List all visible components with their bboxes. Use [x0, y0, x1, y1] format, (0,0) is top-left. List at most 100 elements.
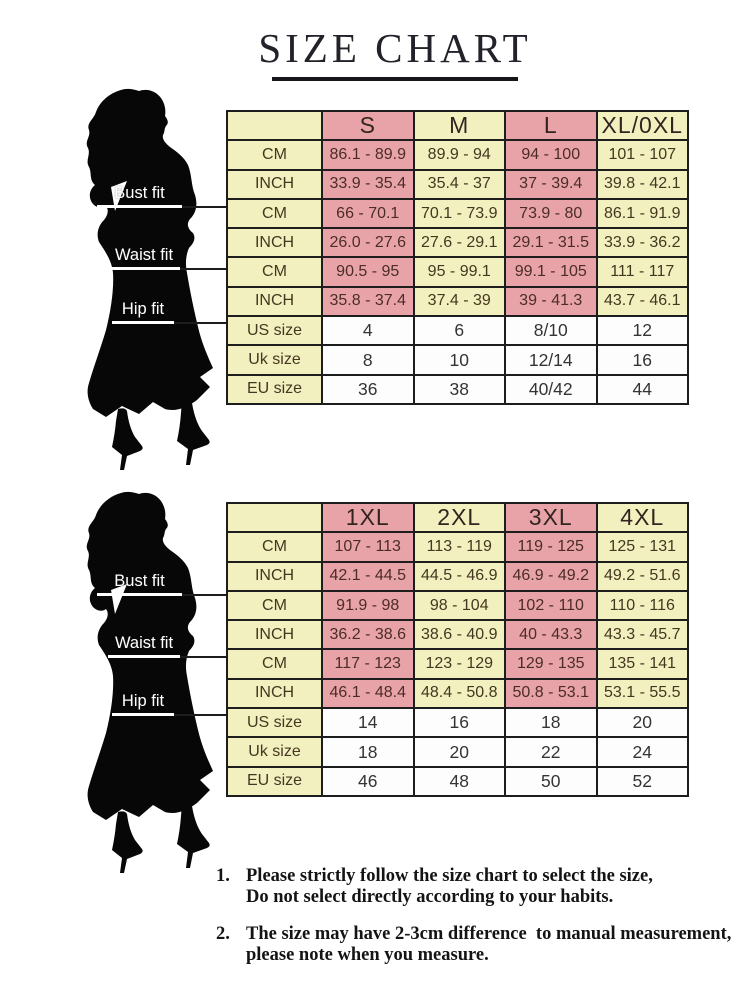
measurement-cell: 53.1 - 55.5 — [595, 677, 689, 710]
size-cell: 18 — [504, 707, 598, 739]
table-row: EU size 36 38 40/42 44 — [226, 373, 689, 405]
size-header-L: L — [504, 109, 598, 142]
measurement-cell: 99.1 - 105 — [504, 256, 598, 288]
size-header-1XL: 1XL — [321, 501, 415, 534]
row-label: CM — [226, 256, 323, 288]
size-table-regular: S M L XL/0XL CM 86.1 - 89.9 89.9 - 94 94 - 100 1… — [226, 109, 689, 405]
fit-label-text: Waist fit — [114, 246, 174, 264]
size-header-4XL: 4XL — [595, 501, 689, 534]
row-label: US size — [226, 707, 323, 739]
size-cell: 48 — [412, 765, 506, 797]
measurement-cell: 27.6 - 29.1 — [412, 227, 506, 259]
female-silhouette-1 — [86, 88, 213, 471]
fit-label-waist: Waist fit — [108, 246, 228, 270]
measurement-cell: 43.3 - 45.7 — [595, 619, 689, 651]
size-cell: 12 — [595, 315, 689, 347]
page-title: SIZE CHART — [258, 25, 532, 71]
table-row: Uk size 8 10 12/14 16 — [226, 344, 689, 376]
row-label: Uk size — [226, 736, 323, 768]
table-row: US size 4 6 8/10 12 — [226, 315, 689, 347]
fit-underline — [112, 321, 174, 324]
row-label: CM — [226, 197, 323, 230]
fit-label-hip: Hip fit — [112, 300, 228, 324]
size-cell: 52 — [595, 765, 689, 797]
fit-label-text: Bust fit — [114, 184, 165, 202]
note-line: Do not select directly according to your… — [246, 886, 614, 907]
note-number: 2. — [216, 924, 230, 944]
fit-underline — [112, 713, 174, 716]
size-cell: 10 — [412, 344, 506, 376]
note-text: The size may have 2-3cm difference to ma… — [246, 924, 731, 965]
note-line: please note when you measure. — [246, 944, 489, 965]
fit-label-text: Hip fit — [121, 300, 165, 318]
size-header-S: S — [321, 109, 415, 142]
size-cell: 16 — [412, 707, 506, 739]
measurement-cell: 29.1 - 31.5 — [504, 227, 598, 259]
table-row: CM 66 - 70.1 70.1 - 73.9 73.9 - 80 86.1 - 91… — [226, 197, 689, 230]
row-label: Uk size — [226, 344, 323, 376]
table-row: INCH 35.8 - 37.4 37.4 - 39 39 - 41.3 43.7 - … — [226, 285, 689, 318]
measurement-cell: 91.9 - 98 — [321, 589, 415, 622]
fit-underline — [97, 205, 182, 208]
table-row: Uk size 18 20 22 24 — [226, 736, 689, 768]
measurement-cell: 119 - 125 — [504, 531, 598, 563]
fit-pointer-line — [174, 322, 228, 324]
measurement-cell: 37.4 - 39 — [412, 285, 506, 318]
table-row: US size 14 16 18 20 — [226, 707, 689, 739]
measurement-cell: 39 - 41.3 — [504, 285, 598, 318]
row-label: INCH — [226, 677, 323, 710]
row-label: CM — [226, 648, 323, 680]
table-row: CM 90.5 - 95 95 - 99.1 99.1 - 105 111 - 117 — [226, 256, 689, 288]
measurement-cell: 111 - 117 — [595, 256, 689, 288]
size-cell: 50 — [504, 765, 598, 797]
measurement-cell: 125 - 131 — [595, 531, 689, 563]
fit-label-hip: Hip fit — [112, 693, 228, 716]
measurement-cell: 46.9 - 49.2 — [504, 560, 598, 592]
fit-label-waist: Waist fit — [108, 634, 228, 658]
measurement-cell: 26.0 - 27.6 — [321, 227, 415, 259]
table-row: INCH 46.1 - 48.4 48.4 - 50.8 50.8 - 53.1 53.… — [226, 677, 689, 710]
row-label: CM — [226, 139, 323, 171]
measurement-cell: 50.8 - 53.1 — [504, 677, 598, 710]
size-cell: 8/10 — [504, 315, 598, 347]
measurement-cell: 94 - 100 — [504, 139, 598, 171]
fit-underline — [108, 655, 180, 658]
size-cell: 4 — [321, 315, 415, 347]
size-header-XL/0XL: XL/0XL — [595, 109, 689, 142]
table-row: INCH 36.2 - 38.6 38.6 - 40.9 40 - 43.3 43.3 … — [226, 619, 689, 651]
measurement-cell: 73.9 - 80 — [504, 197, 598, 230]
size-cell: 44 — [595, 373, 689, 405]
measurement-cell: 43.7 - 46.1 — [595, 285, 689, 318]
measurement-cell: 113 - 119 — [412, 531, 506, 563]
page-title-section: SIZE CHART — [245, 24, 545, 81]
size-table-plus: 1XL 2XL 3XL 4XL CM 107 - 113 113 - 119 119 - 12… — [226, 501, 689, 797]
measurement-cell: 110 - 116 — [595, 589, 689, 622]
fit-underline — [97, 593, 182, 596]
table-row: CM 86.1 - 89.9 89.9 - 94 94 - 100 101 - 107 — [226, 139, 689, 171]
note-item-2: 2. The size may have 2-3cm difference to… — [216, 924, 746, 965]
size-cell: 8 — [321, 344, 415, 376]
measurement-cell: 89.9 - 94 — [412, 139, 506, 171]
table-row: CM 91.9 - 98 98 - 104 102 - 110 110 - 116 — [226, 589, 689, 622]
size-cell: 6 — [412, 315, 506, 347]
size-header-2XL: 2XL — [412, 501, 506, 534]
row-label: INCH — [226, 619, 323, 651]
measurement-cell: 129 - 135 — [504, 648, 598, 680]
fit-underline — [108, 267, 180, 270]
corner-cell — [226, 109, 323, 142]
measurement-cell: 48.4 - 50.8 — [412, 677, 506, 710]
table-row: CM 117 - 123 123 - 129 129 - 135 135 - 141 — [226, 648, 689, 680]
row-label: US size — [226, 315, 323, 347]
size-cell: 22 — [504, 736, 598, 768]
measurement-cell: 42.1 - 44.5 — [321, 560, 415, 592]
measurement-cell: 33.9 - 36.2 — [595, 227, 689, 259]
measurement-cell: 86.1 - 91.9 — [595, 197, 689, 230]
row-label: CM — [226, 531, 323, 563]
measurement-cell: 117 - 123 — [321, 648, 415, 680]
measurement-cell: 39.8 - 42.1 — [595, 168, 689, 200]
row-label: EU size — [226, 765, 323, 797]
fit-label-text: Waist fit — [114, 634, 174, 652]
measurement-cell: 95 - 99.1 — [412, 256, 506, 288]
table-row: CM 107 - 113 113 - 119 119 - 125 125 - 131 — [226, 531, 689, 563]
fit-label-text: Bust fit — [114, 572, 165, 590]
